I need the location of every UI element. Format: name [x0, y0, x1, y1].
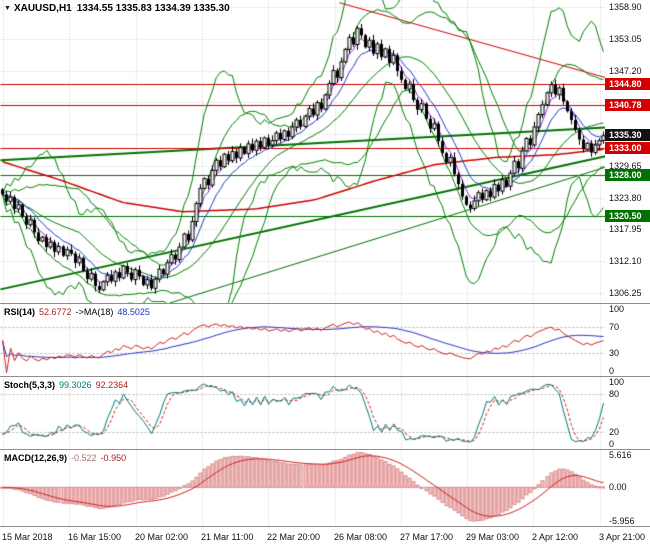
time-axis-label: 15 Mar 2018 — [2, 532, 53, 542]
indicator-axis-label: 30 — [609, 347, 620, 358]
rsi-ma-value: 48.5025 — [117, 307, 150, 317]
time-axis-label: 16 Mar 15:00 — [68, 532, 122, 542]
indicator-axis-label: 100 — [609, 304, 625, 314]
macd-panel-canvas[interactable] — [0, 450, 650, 526]
panel-divider[interactable] — [0, 303, 650, 304]
time-axis-label: 2 Apr 12:00 — [532, 532, 579, 542]
price-scale[interactable]: 1358.90 1353.05 1347.20 1329.65 1323.80 1317.… — [605, 0, 650, 303]
indicator-axis-label: 0 — [609, 366, 615, 376]
symbol-timeframe-label: XAUUSD,H1 — [13, 3, 72, 14]
time-axis-label: 3 Apr 21:00 — [599, 532, 646, 542]
rsi-value: 52.6772 — [39, 307, 72, 317]
price-axis-label: 1317.95 — [609, 224, 642, 235]
price-badge-resistance: 1340.78 — [605, 99, 650, 112]
panel-divider[interactable] — [0, 449, 650, 450]
price-axis-label: 1306.25 — [609, 287, 642, 298]
indicator-axis-label: 5.616 — [609, 450, 632, 460]
rsi-panel-canvas[interactable] — [0, 304, 650, 376]
rsi-scale[interactable]: 100 70 30 0 — [605, 304, 650, 376]
price-axis-label: 1353.05 — [609, 33, 642, 44]
price-axis-label: 1347.20 — [609, 65, 642, 76]
price-badge-support: 1328.00 — [605, 168, 650, 181]
time-axis-label: 27 Mar 17:00 — [400, 532, 454, 542]
time-axis-label: 22 Mar 20:00 — [267, 532, 321, 542]
indicator-axis-label: 0 — [609, 439, 615, 449]
price-badge-resistance: 1344.80 — [605, 77, 650, 90]
price-badge-level: 1333.00 — [605, 141, 650, 154]
indicator-axis-label: 80 — [609, 388, 620, 399]
price-chart-canvas[interactable] — [0, 0, 650, 303]
time-axis-label: 26 Mar 08:00 — [334, 532, 388, 542]
rsi-indicator-label: RSI(14) 52.6772 ->MA(18) 48.5025 — [4, 307, 150, 317]
rsi-name: RSI(14) — [4, 307, 36, 317]
time-axis-label: 20 Mar 02:00 — [135, 532, 189, 542]
time-axis-label: 21 Mar 11:00 — [201, 532, 254, 542]
ohlc-readout: 1334.55 1335.83 1334.39 1335.30 — [76, 3, 230, 14]
indicator-axis-label: 100 — [609, 377, 625, 387]
time-scale[interactable]: 15 Mar 2018 16 Mar 15:00 20 Mar 02:00 21 Ma… — [0, 527, 650, 550]
stoch-name: Stoch(5,3,3) — [4, 380, 56, 390]
stochastic-panel-canvas[interactable] — [0, 377, 650, 449]
macd-scale[interactable]: 5.616 0.00 -5.956 — [605, 450, 650, 526]
price-badge-current-price: 1335.30 — [605, 129, 650, 142]
macd-signal-value: -0.950 — [100, 453, 127, 463]
indicator-axis-label: 20 — [609, 427, 620, 438]
stochastic-scale[interactable]: 100 80 20 0 — [605, 377, 650, 449]
indicator-axis-label: 0.00 — [609, 481, 627, 492]
price-axis-label: 1358.90 — [609, 2, 642, 13]
time-axis-label: 29 Mar 03:00 — [466, 532, 520, 542]
macd-indicator-label: MACD(12,26,9) -0.522 -0.950 — [4, 453, 126, 463]
macd-name: MACD(12,26,9) — [4, 453, 68, 463]
macd-main-value: -0.522 — [71, 453, 97, 463]
panel-divider[interactable] — [0, 376, 650, 377]
stoch-k-value: 99.3026 — [59, 380, 92, 390]
price-badge-support: 1320.50 — [605, 209, 650, 222]
symbol-marker-icon: ▼ — [4, 5, 11, 12]
chart-title: ▼ XAUUSD,H1 1334.55 1335.83 1334.39 1335.3… — [4, 3, 230, 14]
rsi-ma-name: ->MA(18) — [75, 307, 114, 317]
price-axis-label: 1312.10 — [609, 256, 642, 267]
panel-divider[interactable] — [0, 526, 650, 527]
indicator-axis-label: 70 — [609, 322, 620, 333]
stoch-d-value: 92.2364 — [95, 380, 129, 390]
price-axis-label: 1329.65 — [609, 160, 642, 171]
stochastic-indicator-label: Stoch(5,3,3) 99.3026 92.2364 — [4, 380, 128, 390]
indicator-axis-label: -5.956 — [609, 516, 635, 526]
price-axis-label: 1323.80 — [609, 192, 642, 203]
